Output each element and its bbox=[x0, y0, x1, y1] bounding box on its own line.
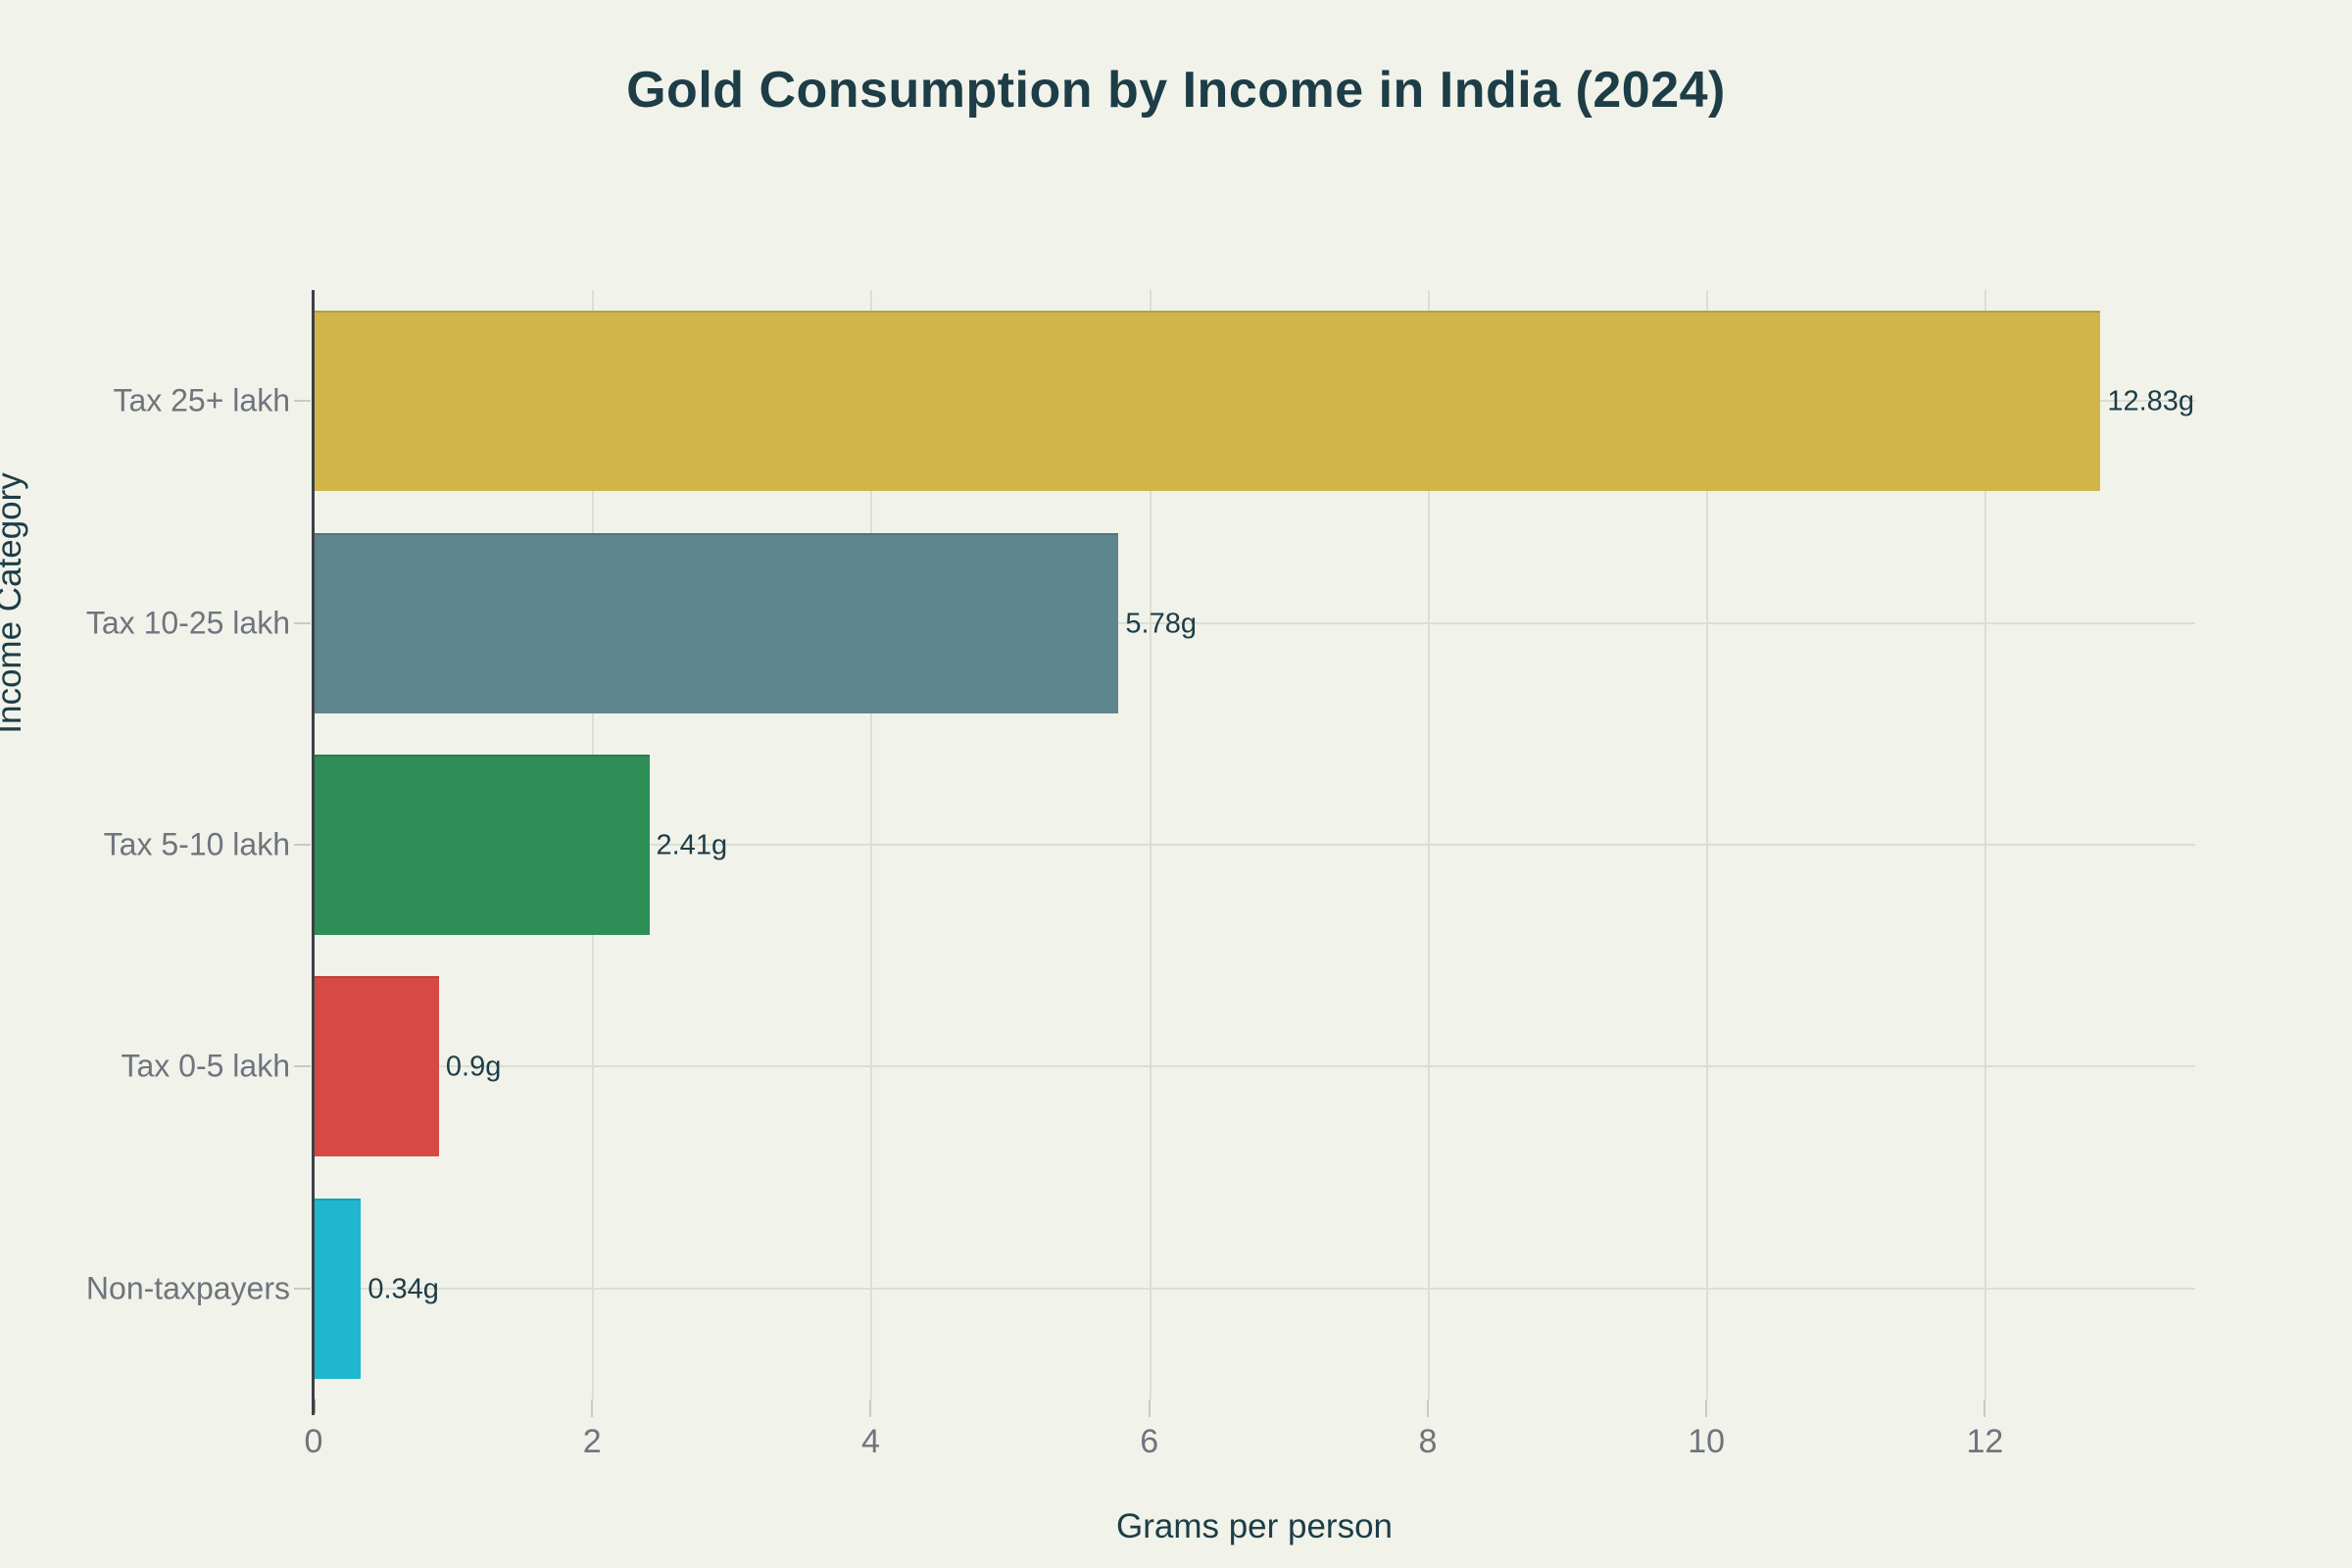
x-tick-label: 0 bbox=[304, 1423, 323, 1460]
x-tick-label: 2 bbox=[582, 1423, 602, 1460]
x-tick-label: 8 bbox=[1418, 1423, 1438, 1460]
y-tick-mark bbox=[294, 400, 311, 402]
bar-tax-0-5-lakh: 0.9g bbox=[314, 976, 501, 1157]
y-tick-mark bbox=[294, 844, 311, 846]
horizontal-gridline bbox=[314, 622, 2195, 624]
x-tick-mark bbox=[869, 1399, 872, 1417]
bar-value-label: 12.83g bbox=[2107, 385, 2195, 417]
horizontal-gridline bbox=[314, 844, 2195, 846]
bar-value-label: 0.34g bbox=[368, 1273, 439, 1305]
x-tick-label: 10 bbox=[1688, 1423, 1726, 1460]
x-tick-mark bbox=[1148, 1399, 1151, 1417]
horizontal-gridline bbox=[314, 1288, 2195, 1290]
category-label: Non-taxpayers bbox=[85, 1270, 290, 1306]
x-tick-label: 6 bbox=[1140, 1423, 1159, 1460]
bar-non-taxpayers: 0.34g bbox=[314, 1198, 439, 1379]
bar-value-label: 2.41g bbox=[656, 829, 728, 861]
y-tick-mark bbox=[294, 622, 311, 624]
plot-area: 12.83g 5.78g 2.41g 0.9g 0.34g bbox=[314, 290, 2195, 1399]
x-tick-mark bbox=[1984, 1399, 1986, 1417]
bar-tax-10-25-lakh: 5.78g bbox=[314, 532, 1197, 713]
x-tick-mark bbox=[591, 1399, 594, 1417]
bar-tax-25plus-lakh: 12.83g bbox=[314, 311, 2194, 492]
x-tick-label: 4 bbox=[860, 1423, 880, 1460]
y-tick-mark bbox=[294, 1065, 311, 1067]
bar-row: 0.9g bbox=[314, 956, 2195, 1177]
bar-tax-5-10-lakh: 2.41g bbox=[314, 754, 727, 935]
chart-title: Gold Consumption by Income in India (202… bbox=[626, 62, 1726, 119]
x-tick-mark bbox=[1705, 1399, 1708, 1417]
bar-value-label: 5.78g bbox=[1125, 608, 1197, 640]
category-label: Tax 0-5 lakh bbox=[121, 1048, 290, 1084]
y-tick-mark bbox=[294, 1288, 311, 1290]
x-axis-title: Grams per person bbox=[1115, 1507, 1394, 1545]
category-label: Tax 5-10 lakh bbox=[103, 826, 290, 862]
bar-row: 0.34g bbox=[314, 1178, 2195, 1399]
bar-row: 5.78g bbox=[314, 512, 2195, 733]
y-axis-title: Income Category bbox=[0, 472, 28, 734]
bar-row: 2.41g bbox=[314, 734, 2195, 956]
x-tick-mark bbox=[1426, 1399, 1429, 1417]
horizontal-gridline bbox=[314, 1065, 2195, 1067]
y-axis-spine bbox=[312, 290, 315, 1415]
category-label: Tax 25+ lakh bbox=[113, 382, 290, 418]
bar-row: 12.83g bbox=[314, 290, 2195, 512]
category-label: Tax 10-25 lakh bbox=[85, 605, 290, 641]
x-tick-label: 12 bbox=[1966, 1423, 2004, 1460]
bar-value-label: 0.9g bbox=[445, 1051, 502, 1083]
